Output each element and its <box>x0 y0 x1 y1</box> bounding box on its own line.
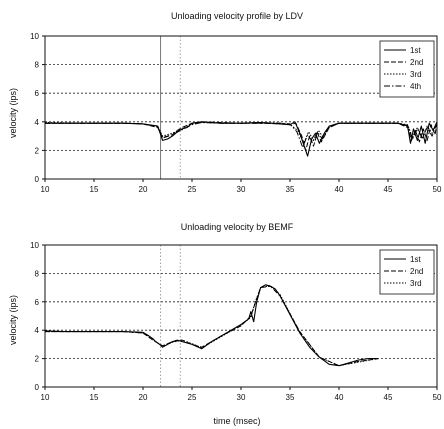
x-tick-label: 10 <box>41 185 50 194</box>
series-line-1st <box>44 284 379 367</box>
legend: 1st 2nd 3rd 4th <box>379 40 435 98</box>
x-tick-label: 40 <box>335 185 344 194</box>
legend-box <box>379 249 435 295</box>
y-tick-label: 0 <box>35 383 40 392</box>
legend-label: 1st <box>410 46 421 55</box>
y-tick-label: 6 <box>35 89 40 98</box>
chart-title-ldv: Unloading velocity profile by LDV <box>171 11 303 21</box>
y-tick-label: 4 <box>35 118 40 127</box>
chart-panel-ldv: 0 2 4 6 8 10 10 15 20 25 30 35 40 45 50 1st 2nd 3rd 4th <box>30 32 442 194</box>
y-tick-label: 2 <box>35 355 40 364</box>
x-tick-label: 25 <box>188 185 197 194</box>
x-tick-label: 20 <box>139 393 148 402</box>
y-tick-label: 0 <box>35 175 40 184</box>
y-tick-label: 6 <box>35 298 40 307</box>
y-tick-label: 4 <box>35 326 40 335</box>
legend-label: 3rd <box>410 70 422 79</box>
x-tick-label: 50 <box>433 393 442 402</box>
y-axis-label-ldv: velocity (ips) <box>8 88 18 138</box>
y-tick-label: 10 <box>30 32 39 41</box>
x-tick-label: 45 <box>384 185 393 194</box>
x-axis-label-bemf: time (msec) <box>214 416 261 426</box>
x-tick-label: 50 <box>433 185 442 194</box>
y-tick-label: 10 <box>30 241 39 250</box>
series-line-4th <box>45 122 438 148</box>
legend-label: 3rd <box>410 279 422 288</box>
legend-label: 2nd <box>410 58 423 67</box>
legend-label: 4th <box>410 82 421 91</box>
legend-label: 1st <box>410 255 421 264</box>
x-tick-label: 35 <box>286 393 295 402</box>
x-tick-label: 15 <box>90 185 99 194</box>
x-tick-label: 15 <box>90 393 99 402</box>
x-tick-label: 30 <box>237 185 246 194</box>
legend: 1st 2nd 3rd <box>379 249 435 295</box>
legend-label: 2nd <box>410 267 423 276</box>
x-tick-label: 30 <box>237 393 246 402</box>
y-tick-label: 2 <box>35 146 40 155</box>
x-tick-label: 20 <box>139 185 148 194</box>
y-tick-label: 8 <box>35 61 40 70</box>
x-tick-label: 25 <box>188 393 197 402</box>
x-tick-label: 10 <box>41 393 50 402</box>
y-tick-label: 8 <box>35 269 40 278</box>
x-tick-label: 35 <box>286 185 295 194</box>
chart-panel-bemf: 0 2 4 6 8 10 10 15 20 25 30 35 40 45 50 1st 2nd 3rd <box>30 241 442 402</box>
x-tick-label: 45 <box>384 393 393 402</box>
chart-title-bemf: Unloading velocity by BEMF <box>181 222 294 232</box>
legend-box <box>379 40 435 98</box>
x-tick-label: 40 <box>335 393 344 402</box>
y-axis-label-bemf: velocity (ips) <box>8 295 18 345</box>
